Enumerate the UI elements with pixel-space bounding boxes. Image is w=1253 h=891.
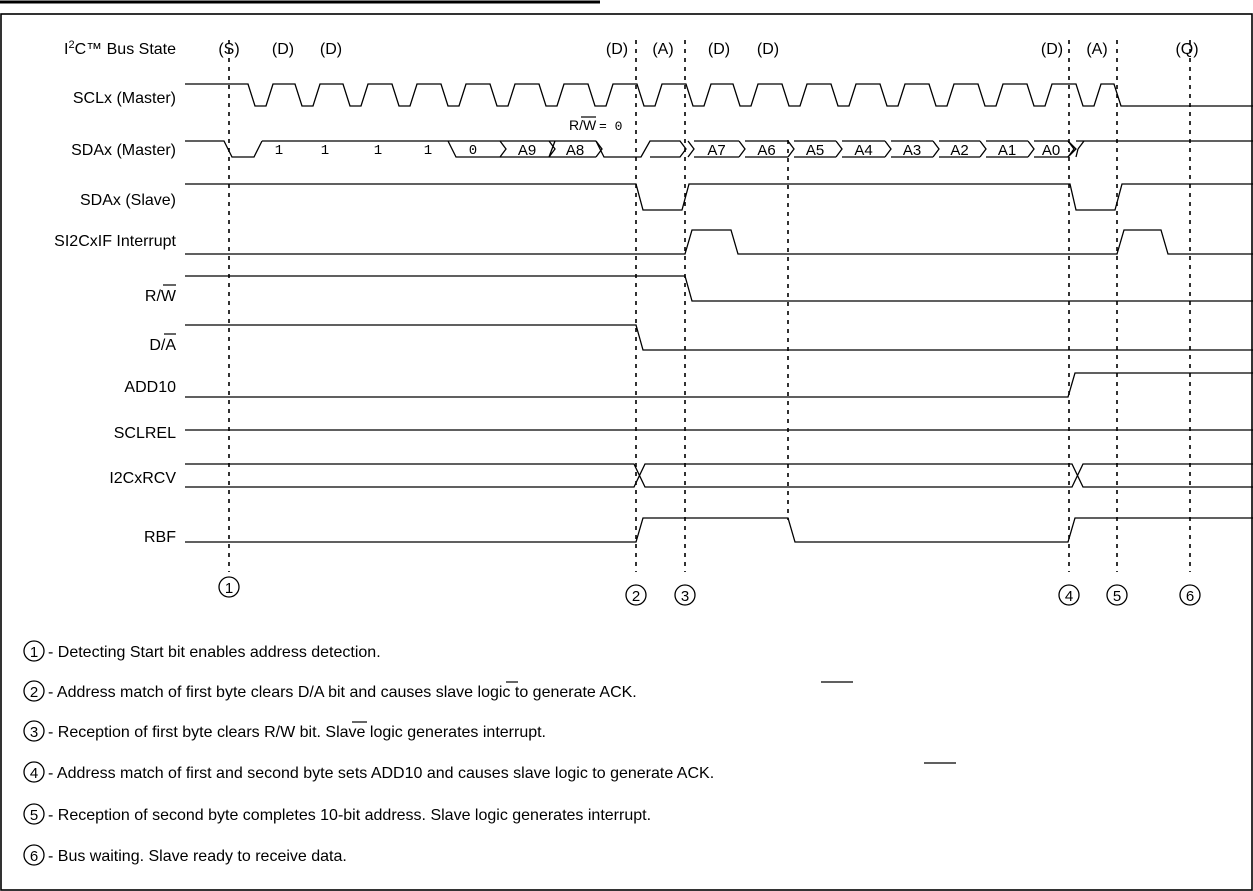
rw-waveform xyxy=(185,275,1253,302)
label-rw: R/W xyxy=(145,284,177,305)
svg-text:= 0: = 0 xyxy=(599,119,622,134)
marker-number: 4 xyxy=(1065,588,1073,605)
bit-value: 0 xyxy=(469,143,477,159)
bus-state-ack: (A) xyxy=(1086,41,1107,58)
note-text: Detecting Start bit enables address dete… xyxy=(58,644,381,661)
sdax-slave-waveform xyxy=(185,183,1253,211)
event-markers xyxy=(228,40,1191,572)
add10-waveform xyxy=(185,372,1253,398)
marker-circle xyxy=(1058,584,1080,606)
bit-value: 1 xyxy=(321,143,329,159)
svg-text:6: 6 xyxy=(30,848,38,865)
note-item: 4 - Address match of first and second by… xyxy=(23,761,956,783)
note-text: Reception of first byte clears R/W bit. … xyxy=(58,724,546,741)
label-sdax-master: SDAx (Master) xyxy=(71,142,176,159)
second-byte-address: A7 A6 A5 A4 A3 A2 A1 A0 xyxy=(707,142,1060,159)
label-si2cxif-interrupt: SI2CxIF Interrupt xyxy=(54,233,176,250)
addr-bit: A9 xyxy=(518,142,536,159)
sda-master-bits: 1 1 1 1 0 A9 A8 xyxy=(275,142,584,159)
label-sdax-slave: SDAx (Slave) xyxy=(80,192,176,209)
bit-value: 1 xyxy=(275,143,283,159)
svg-text:5: 5 xyxy=(30,807,38,824)
note-item: 5 - Reception of second byte completes 1… xyxy=(23,803,651,825)
marker-circles: 1 2 3 4 5 6 xyxy=(218,576,1201,606)
note-text: Address match of first byte clears D/A b… xyxy=(57,684,637,701)
note-item: 2 - Address match of first byte clears D… xyxy=(23,680,853,702)
svg-text:R/W: R/W xyxy=(569,117,597,133)
addr-bit: A4 xyxy=(854,142,872,159)
bus-state-data: (D) xyxy=(708,41,730,58)
svg-text:R/W: R/W xyxy=(145,288,177,305)
label-sclx-master: SCLx (Master) xyxy=(73,90,176,107)
bus-state-data: (D) xyxy=(606,41,628,58)
marker-circle xyxy=(674,584,696,606)
rbf-waveform xyxy=(185,517,1253,543)
marker-number: 3 xyxy=(681,588,689,605)
svg-text:- Address match of first byte: - Address match of first byte clears D/A… xyxy=(48,684,637,701)
note-item: 6 - Bus waiting. Slave ready to receive … xyxy=(23,844,347,866)
sdax-master-waveform xyxy=(185,140,1253,158)
label-sclrel: SCLREL xyxy=(114,425,176,442)
bit-value: 1 xyxy=(374,143,382,159)
addr-bit: A5 xyxy=(806,142,824,159)
label-da: D/A xyxy=(149,333,176,354)
note-text: Reception of second byte completes 10-bi… xyxy=(58,807,651,824)
bus-state-wait: (Q) xyxy=(1175,41,1198,58)
notes-list: 1 - Detecting Start bit enables address … xyxy=(23,640,956,866)
si2cxif-interrupt-waveform xyxy=(185,229,1253,255)
addr-bit: A7 xyxy=(707,142,725,159)
bus-state-data: (D) xyxy=(320,41,342,58)
marker-number: 6 xyxy=(1186,588,1194,605)
bit-value: 1 xyxy=(424,143,432,159)
svg-text:4: 4 xyxy=(30,765,38,782)
addr-bit: A3 xyxy=(903,142,921,159)
label-add10: ADD10 xyxy=(124,379,176,396)
marker-number: 2 xyxy=(632,588,640,605)
svg-text:1: 1 xyxy=(30,644,38,661)
svg-text:- Reception of first byte clea: - Reception of first byte clears R/W bit… xyxy=(48,724,546,741)
label-bus-state: I2C™ Bus State xyxy=(64,39,176,58)
signal-labels: I2C™ Bus State SCLx (Master) SDAx (Maste… xyxy=(54,39,177,546)
sclx-master-waveform xyxy=(185,83,1253,107)
label-i2cxrcv: I2CxRCV xyxy=(109,470,176,487)
svg-text:- Bus waiting. Slave ready to: - Bus waiting. Slave ready to receive da… xyxy=(48,848,347,865)
bus-state-data: (D) xyxy=(757,41,779,58)
marker-circle xyxy=(218,576,240,598)
marker-circle xyxy=(1179,584,1201,606)
marker-number: 1 xyxy=(225,580,233,597)
svg-text:- Address match of first and s: - Address match of first and second byte… xyxy=(48,765,714,782)
svg-text:2: 2 xyxy=(30,684,38,701)
svg-text:3: 3 xyxy=(30,724,38,741)
bus-state-data: (D) xyxy=(272,41,294,58)
addr-bit: A0 xyxy=(1042,142,1060,159)
addr-bit: A6 xyxy=(757,142,775,159)
addr-bit: A1 xyxy=(998,142,1016,159)
note-item: 1 - Detecting Start bit enables address … xyxy=(23,640,381,662)
svg-text:D/A: D/A xyxy=(149,337,176,354)
figure-frame xyxy=(0,13,1253,891)
marker-circle xyxy=(625,584,647,606)
i2cxrcv-waveform xyxy=(185,463,1253,488)
da-waveform xyxy=(185,324,1253,351)
label-rbf: RBF xyxy=(144,529,176,546)
bus-state-data: (D) xyxy=(1041,41,1063,58)
bus-state-ack: (A) xyxy=(652,41,673,58)
addr-bit: A2 xyxy=(950,142,968,159)
note-item: 3 - Reception of first byte clears R/W b… xyxy=(23,720,546,742)
svg-text:- Reception of second byte com: - Reception of second byte completes 10-… xyxy=(48,807,651,824)
note-text: Address match of first and second byte s… xyxy=(57,765,714,782)
rw-zero-annotation: R/W = 0 xyxy=(569,116,622,134)
bus-state-row: (S) (D) (D) (D) (A) (D) (D) (D) (A) (Q) xyxy=(218,41,1198,58)
note-text: Bus waiting. Slave ready to receive data… xyxy=(58,848,347,865)
marker-circle xyxy=(1106,584,1128,606)
addr-bit: A8 xyxy=(566,142,584,159)
waveforms xyxy=(185,83,1253,543)
marker-number: 5 xyxy=(1113,588,1121,605)
svg-text:- Detecting Start bit enables: - Detecting Start bit enables address de… xyxy=(48,644,381,661)
